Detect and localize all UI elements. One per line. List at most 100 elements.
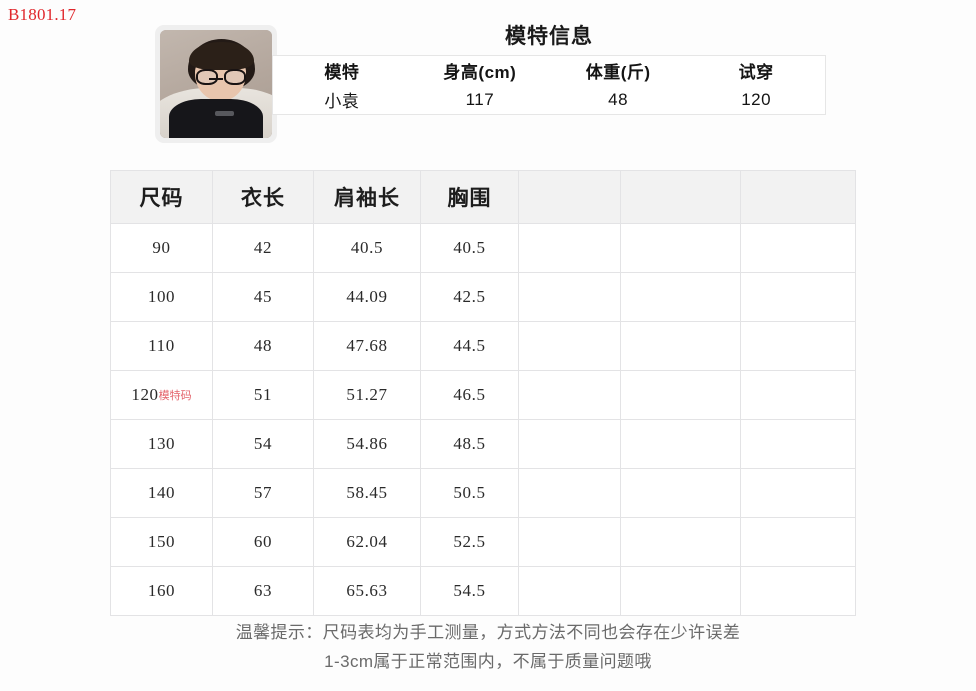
sleeve-length-cell: 54.86 <box>313 419 421 469</box>
length-cell: 54 <box>212 419 314 469</box>
empty-cell <box>740 517 856 567</box>
bust-cell: 50.5 <box>420 468 519 518</box>
size-cell: 140 <box>110 468 213 518</box>
empty-cell <box>620 223 741 273</box>
model-info-value: 117 <box>465 89 495 109</box>
empty-cell <box>740 468 856 518</box>
table-row: 90 42 40.5 40.5 <box>110 223 856 273</box>
model-info-block: 模特信息 模特 身高(cm) 体重(斤) 试穿 小袁 117 48 120 <box>272 22 826 115</box>
table-row: 110 48 47.68 44.5 <box>110 321 856 371</box>
photo-fringe <box>189 41 255 70</box>
length-cell: 51 <box>212 370 314 420</box>
model-info-label: 试穿 <box>738 63 774 82</box>
size-cell: 110 <box>110 321 213 371</box>
bust-cell: 52.5 <box>420 517 519 567</box>
size-cell: 130 <box>110 419 213 469</box>
bust-cell: 42.5 <box>420 272 519 322</box>
sleeve-length-cell: 58.45 <box>313 468 421 518</box>
table-row: 130 54 54.86 48.5 <box>110 419 856 469</box>
size-cell: 160 <box>110 566 213 616</box>
bust-cell: 40.5 <box>420 223 519 273</box>
empty-cell <box>620 370 741 420</box>
size-table-header-cell: 肩袖长 <box>313 170 421 224</box>
empty-cell <box>740 419 856 469</box>
empty-cell <box>518 517 621 567</box>
footer-notes: 温馨提示：尺码表均为手工测量，方式方法不同也会存在少许误差 1-3cm属于正常范… <box>0 618 976 676</box>
sleeve-length-cell: 47.68 <box>313 321 421 371</box>
length-cell: 63 <box>212 566 314 616</box>
bust-cell: 54.5 <box>420 566 519 616</box>
size-table-header-cell: 胸围 <box>420 170 519 224</box>
empty-cell <box>620 419 741 469</box>
glasses-icon <box>195 68 247 86</box>
size-table-header-cell <box>740 170 856 224</box>
empty-cell <box>740 370 856 420</box>
table-row: 120模特码 51 51.27 46.5 <box>110 370 856 420</box>
sleeve-length-cell: 65.63 <box>313 566 421 616</box>
model-info-label: 模特 <box>324 63 360 82</box>
model-info-value: 48 <box>608 89 629 109</box>
photo-lens-right <box>224 68 247 86</box>
size-table-header-cell <box>518 170 621 224</box>
sleeve-length-cell: 44.09 <box>313 272 421 322</box>
table-row: 160 63 65.63 54.5 <box>110 566 856 616</box>
table-row: 100 45 44.09 42.5 <box>110 272 856 322</box>
model-info-label: 体重(斤) <box>585 63 651 82</box>
length-cell: 57 <box>212 468 314 518</box>
empty-cell <box>518 272 621 322</box>
length-cell: 42 <box>212 223 314 273</box>
model-info-label: 身高(cm) <box>443 63 517 82</box>
size-table-header-cell: 衣长 <box>212 170 314 224</box>
bust-cell: 46.5 <box>420 370 519 420</box>
size-table-header-cell: 尺码 <box>110 170 213 224</box>
size-cell: 100 <box>110 272 213 322</box>
model-photo-frame <box>155 25 277 143</box>
empty-cell <box>620 272 741 322</box>
empty-cell <box>740 321 856 371</box>
size-table-body: 90 42 40.5 40.5 100 45 44.09 42.5 110 48 47.68 44.5… <box>110 223 856 616</box>
size-table: 尺码 衣长 肩袖长 胸围 90 42 40.5 40.5 100 45 44.09 42.5 1… <box>110 170 856 616</box>
model-info-value: 120 <box>741 89 772 109</box>
sleeve-length-cell: 62.04 <box>313 517 421 567</box>
empty-cell <box>518 370 621 420</box>
model-info-value: 小袁 <box>324 92 360 111</box>
bust-cell: 44.5 <box>420 321 519 371</box>
size-table-header-cell <box>620 170 741 224</box>
length-cell: 60 <box>212 517 314 567</box>
empty-cell <box>740 223 856 273</box>
empty-cell <box>740 566 856 616</box>
model-info-value-row: 小袁 117 48 120 <box>273 85 826 115</box>
empty-cell <box>518 321 621 371</box>
model-info-label-row: 模特 身高(cm) 体重(斤) 试穿 <box>273 56 826 86</box>
bust-cell: 48.5 <box>420 419 519 469</box>
model-info-table: 模特 身高(cm) 体重(斤) 试穿 小袁 117 48 120 <box>272 55 826 115</box>
size-table-header-row: 尺码 衣长 肩袖长 胸围 <box>110 170 856 224</box>
model-photo <box>160 30 272 138</box>
empty-cell <box>518 468 621 518</box>
footer-note-line-2: 1-3cm属于正常范围内，不属于质量问题哦 <box>324 652 652 671</box>
table-row: 150 60 62.04 52.5 <box>110 517 856 567</box>
model-size-badge: 模特码 <box>158 390 192 402</box>
size-cell: 150 <box>110 517 213 567</box>
empty-cell <box>620 566 741 616</box>
empty-cell <box>620 321 741 371</box>
footer-note-line-1: 温馨提示：尺码表均为手工测量，方式方法不同也会存在少许误差 <box>235 623 741 642</box>
sleeve-length-cell: 51.27 <box>313 370 421 420</box>
empty-cell <box>518 419 621 469</box>
sleeve-length-cell: 40.5 <box>313 223 421 273</box>
empty-cell <box>740 272 856 322</box>
length-cell: 45 <box>212 272 314 322</box>
size-cell: 90 <box>110 223 213 273</box>
table-row: 140 57 58.45 50.5 <box>110 468 856 518</box>
empty-cell <box>518 566 621 616</box>
photo-shirt-logo <box>214 111 234 117</box>
photo-glasses-bridge <box>209 77 223 80</box>
empty-cell <box>620 468 741 518</box>
size-cell: 120模特码 <box>110 370 213 420</box>
sku-code: B1801.17 <box>8 5 77 24</box>
model-info-title: 模特信息 <box>505 25 593 48</box>
photo-lens-left <box>195 68 218 86</box>
empty-cell <box>620 517 741 567</box>
empty-cell <box>518 223 621 273</box>
photo-shirt <box>168 99 264 138</box>
